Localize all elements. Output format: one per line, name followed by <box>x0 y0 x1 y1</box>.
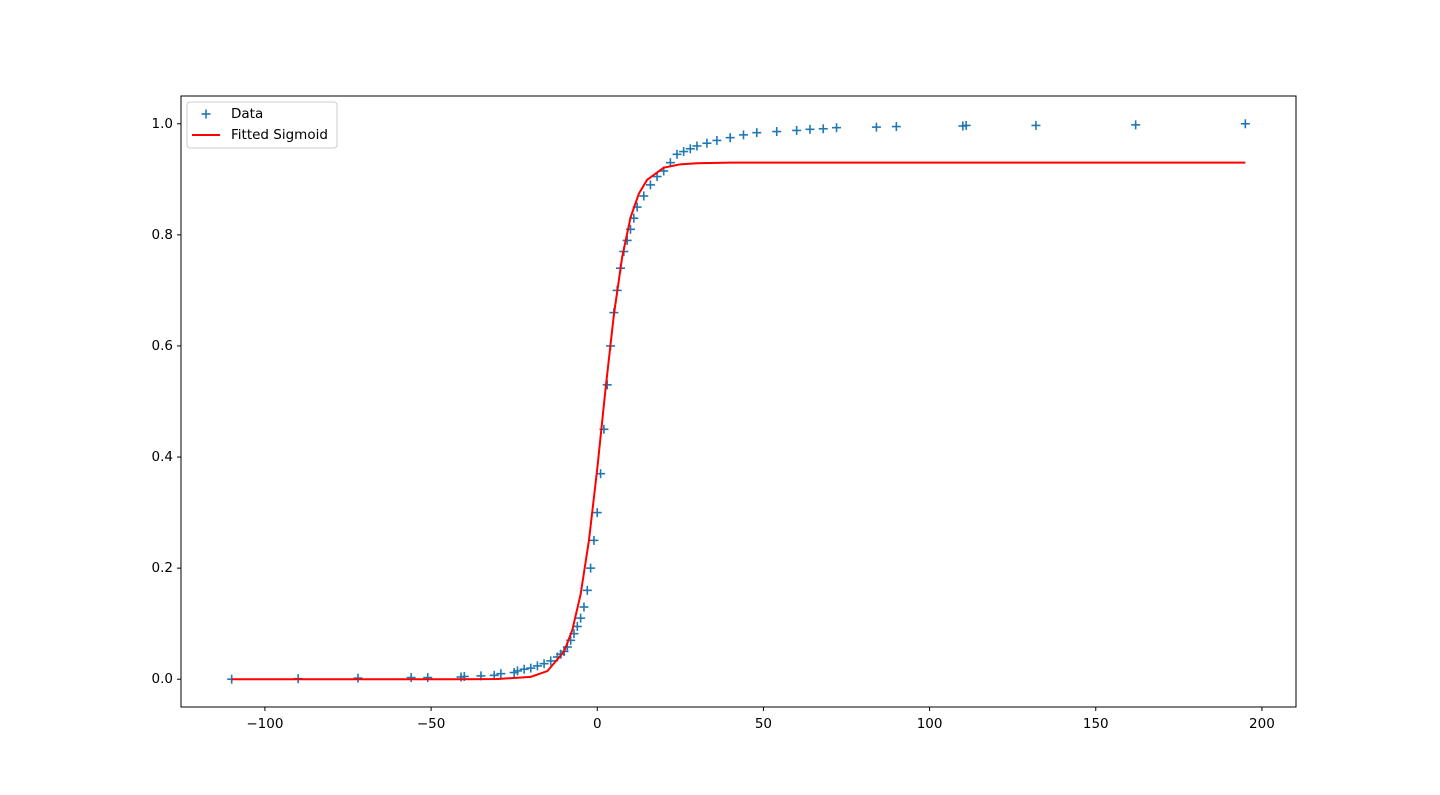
x-tick-label: 200 <box>1249 716 1275 732</box>
legend-label: Fitted Sigmoid <box>231 127 328 143</box>
y-tick-label: 0.4 <box>152 449 173 465</box>
x-tick-label: 50 <box>755 716 772 732</box>
x-tick-label: 150 <box>1083 716 1109 732</box>
data-point <box>871 122 881 132</box>
data-point <box>496 669 506 679</box>
data-point <box>512 666 522 676</box>
y-tick-label: 1.0 <box>152 116 173 132</box>
data-point <box>423 673 433 683</box>
data-point <box>406 673 416 683</box>
data-point <box>645 180 655 190</box>
x-tick-label: −100 <box>246 716 283 732</box>
data-point <box>805 124 815 134</box>
data-point <box>546 656 556 666</box>
fitted-line <box>231 161 1246 681</box>
plot-frame <box>180 95 1297 708</box>
x-tick-label: −50 <box>417 716 446 732</box>
data-point <box>679 147 689 157</box>
data-point <box>725 133 735 143</box>
data-point <box>832 123 842 133</box>
data-point <box>891 122 901 132</box>
data-point <box>532 661 542 671</box>
data-point <box>526 663 536 673</box>
legend-label: Data <box>231 106 263 122</box>
y-tick-label: 0.8 <box>152 227 173 243</box>
data-point <box>692 141 702 151</box>
data-point <box>961 120 971 130</box>
legend-marker <box>201 109 211 119</box>
legend-box <box>186 101 338 149</box>
data-point <box>1131 120 1141 130</box>
data-point <box>712 135 722 145</box>
x-tick-label: 100 <box>917 716 943 732</box>
data-point <box>582 585 592 595</box>
data-point <box>752 128 762 138</box>
data-point <box>738 130 748 140</box>
data-point <box>1031 120 1041 130</box>
y-tick-label: 0.0 <box>152 671 173 687</box>
data-point <box>586 563 596 573</box>
data-point <box>672 149 682 159</box>
data-point <box>772 127 782 137</box>
data-point <box>592 508 602 518</box>
data-point <box>685 144 695 154</box>
data-point <box>519 664 529 674</box>
data-point <box>792 125 802 135</box>
data-point <box>353 673 363 683</box>
data-point <box>572 621 582 631</box>
data-point <box>589 535 599 545</box>
y-tick-label: 0.2 <box>152 560 173 576</box>
data-point <box>702 138 712 148</box>
y-tick-label: 0.6 <box>152 338 173 354</box>
data-point <box>818 124 828 134</box>
data-point <box>539 659 549 669</box>
x-tick-label: 0 <box>593 716 602 732</box>
data-point <box>579 602 589 612</box>
data-point <box>576 613 586 623</box>
data-point <box>1240 119 1250 129</box>
data-point <box>639 191 649 201</box>
